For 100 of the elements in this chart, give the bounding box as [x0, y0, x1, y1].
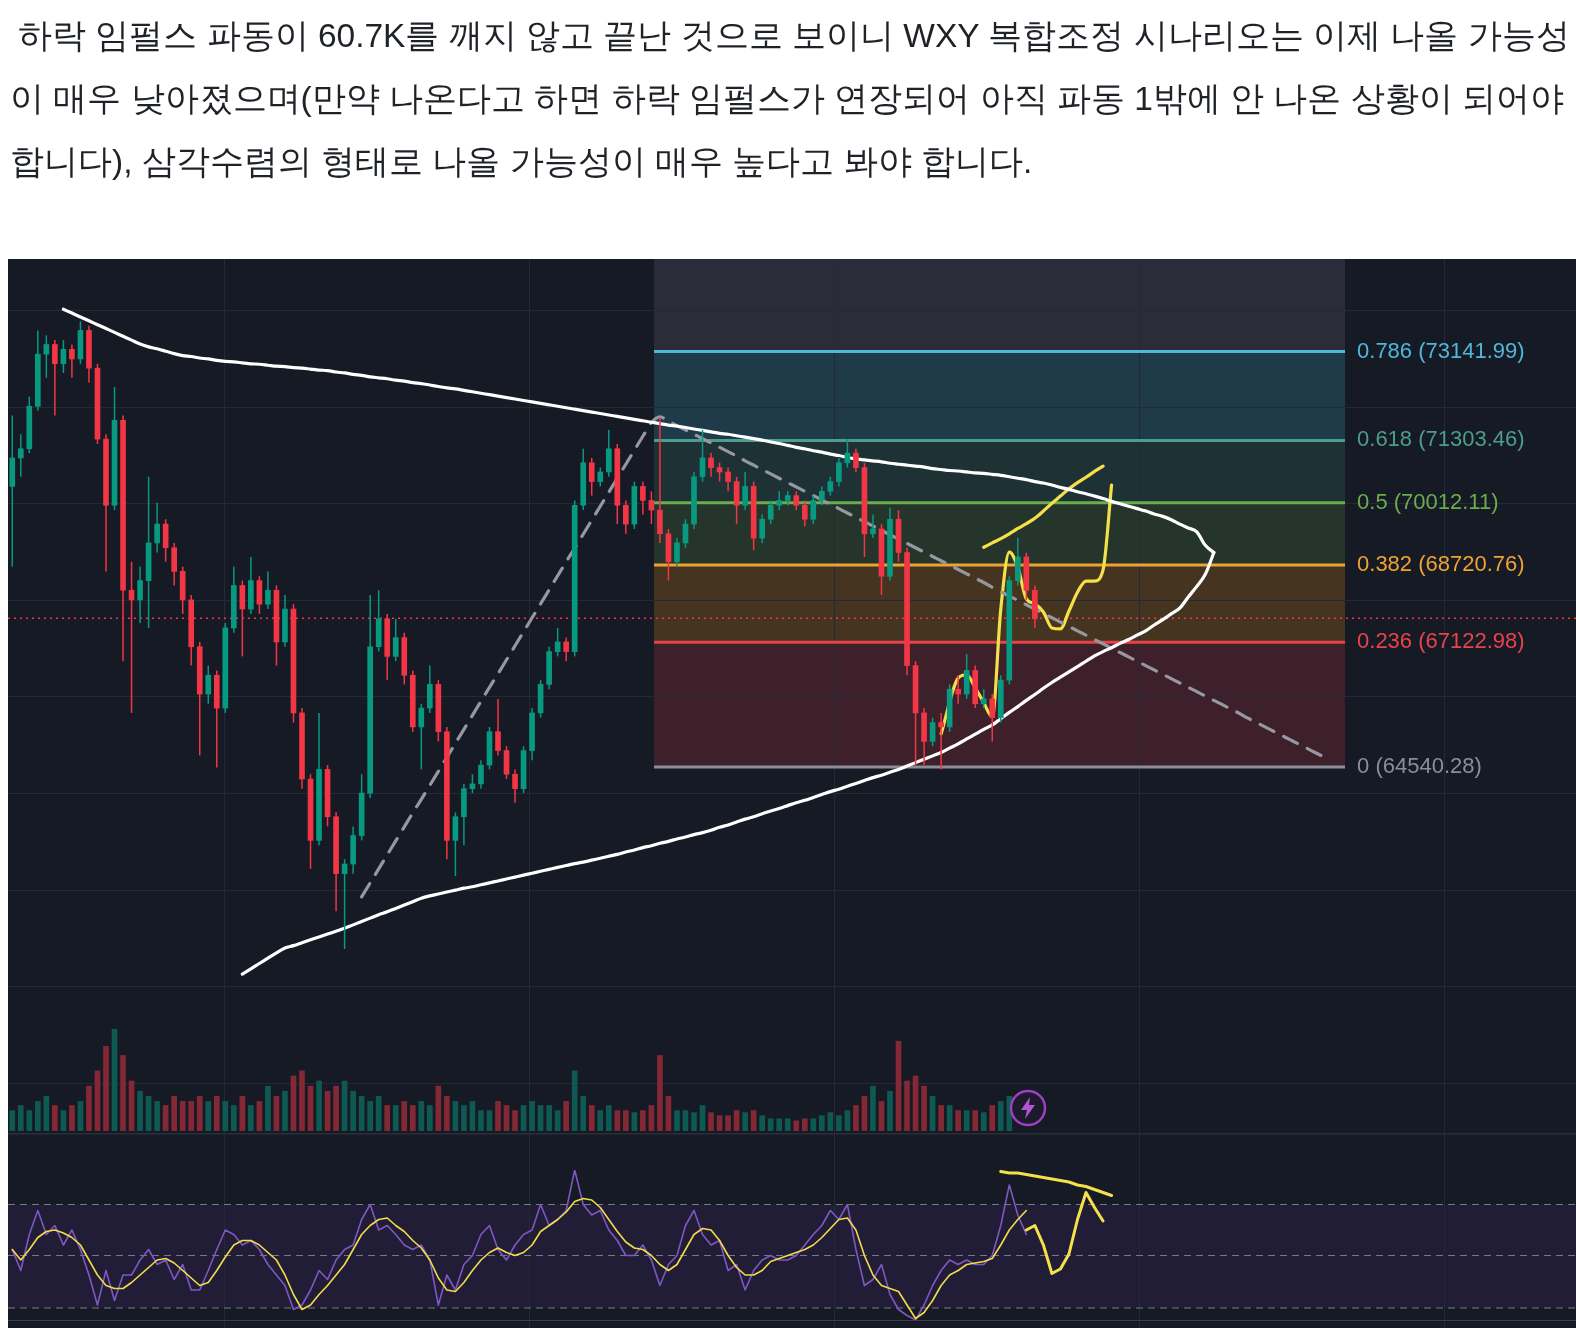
bar	[801, 1118, 808, 1131]
bar	[154, 1101, 160, 1131]
bar	[213, 1095, 220, 1131]
bar	[623, 1110, 629, 1131]
candlestick	[392, 617, 399, 662]
bar	[418, 1101, 425, 1131]
ref-line-label: 0.786 (73141.99)	[1357, 337, 1525, 363]
bar	[691, 1112, 697, 1131]
bar	[921, 1085, 927, 1131]
bar	[205, 1101, 212, 1131]
bar	[887, 1090, 893, 1131]
bar	[17, 1105, 24, 1131]
bar	[60, 1110, 67, 1131]
candlestick	[827, 476, 834, 497]
candlestick	[512, 768, 518, 804]
bar	[844, 1110, 851, 1131]
ref-line-label: 0.618 (71303.46)	[1357, 426, 1525, 452]
bar	[299, 1070, 305, 1131]
bar	[461, 1105, 467, 1131]
bar	[171, 1095, 177, 1131]
candlestick	[137, 565, 143, 624]
bar	[819, 1115, 825, 1131]
bar	[759, 1115, 765, 1131]
bar	[554, 1110, 561, 1131]
bar	[853, 1105, 859, 1131]
candlestick	[640, 480, 646, 516]
bar	[137, 1090, 143, 1131]
bar	[716, 1115, 723, 1131]
candlestick	[154, 502, 160, 554]
bar	[179, 1101, 186, 1131]
bar	[282, 1090, 288, 1131]
bar	[495, 1101, 501, 1131]
bar	[486, 1110, 493, 1131]
bar	[980, 1112, 987, 1131]
bar	[955, 1110, 961, 1131]
ref-line-label: 0.382 (68720.76)	[1357, 551, 1525, 577]
bar	[69, 1105, 75, 1131]
candlestick	[597, 466, 604, 488]
bar	[938, 1105, 944, 1131]
ref-line-label: 0.236 (67122.98)	[1357, 628, 1525, 654]
bar	[750, 1110, 757, 1131]
candlestick	[265, 570, 271, 610]
bar	[674, 1110, 680, 1131]
bar	[870, 1085, 876, 1131]
bar	[120, 1055, 126, 1131]
bar	[733, 1110, 740, 1131]
bar	[375, 1095, 382, 1131]
candlestick	[52, 339, 58, 417]
candlestick	[853, 448, 859, 473]
bar	[580, 1095, 587, 1131]
candlestick	[819, 485, 825, 507]
bar	[444, 1095, 450, 1131]
bar	[188, 1101, 195, 1131]
candlestick	[989, 693, 996, 743]
candlestick	[742, 471, 748, 511]
candlestick	[980, 688, 987, 709]
bar	[427, 1105, 433, 1131]
bar	[725, 1115, 731, 1131]
candlestick	[418, 702, 425, 771]
bar	[614, 1110, 621, 1131]
bar	[231, 1105, 237, 1131]
candlestick	[725, 466, 731, 493]
candlestick	[759, 513, 765, 544]
bar	[605, 1105, 612, 1131]
bar	[529, 1101, 535, 1131]
candlestick	[708, 452, 714, 478]
bar	[836, 1115, 842, 1131]
candlestick	[929, 716, 936, 747]
ref-line-label: 0 (64540.28)	[1357, 753, 1482, 779]
bar	[409, 1105, 416, 1131]
bar	[972, 1110, 979, 1131]
bar	[26, 1110, 33, 1131]
bar	[222, 1101, 229, 1131]
bar	[86, 1085, 92, 1131]
bar	[742, 1112, 748, 1131]
candlestick	[17, 433, 24, 478]
candlestick	[938, 712, 944, 771]
candlestick	[69, 343, 75, 379]
bar	[963, 1110, 970, 1131]
bar	[597, 1110, 604, 1131]
bar	[682, 1110, 689, 1131]
bar	[827, 1112, 834, 1131]
candlestick	[776, 490, 783, 511]
bar	[103, 1046, 109, 1131]
bar	[333, 1085, 339, 1131]
bar	[640, 1110, 646, 1131]
bar	[546, 1105, 552, 1131]
chart-title: 하락 임펄스 파동이 60.7K를 깨지 않고 끝난 것으로 보이니 WXY 복합조정 시나리오는 이제 나올 가능성이 매우 낮아졌으며(만약 나온다고 하면 하락 임펄스가 연장되어 아직 파동 1밖에 안 나온 상황이 되어야 합니다), 삼각수렴의 형태로 나올 가능성이 매우 높다고 봐야 합니다.	[10, 16, 1571, 182]
bar	[767, 1118, 774, 1131]
candlestick	[674, 537, 680, 568]
bar	[810, 1118, 817, 1131]
bar	[9, 1110, 16, 1131]
bar	[989, 1105, 996, 1131]
bar	[776, 1118, 783, 1131]
bar	[401, 1101, 408, 1131]
bar	[384, 1105, 391, 1131]
bar	[588, 1105, 595, 1131]
bar	[367, 1101, 373, 1131]
bar	[392, 1105, 399, 1131]
candlestick	[605, 429, 612, 478]
